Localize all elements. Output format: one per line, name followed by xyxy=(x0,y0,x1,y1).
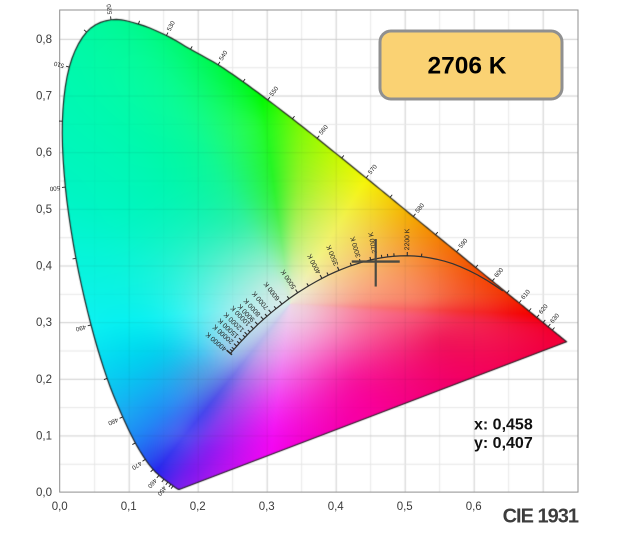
svg-text:0,2: 0,2 xyxy=(190,501,206,513)
svg-text:0,6: 0,6 xyxy=(36,147,52,159)
svg-text:2706 K: 2706 K xyxy=(427,53,506,80)
svg-text:0,4: 0,4 xyxy=(328,501,345,513)
svg-text:3000 K: 3000 K xyxy=(349,235,362,258)
svg-text:0,0: 0,0 xyxy=(36,487,52,499)
svg-text:0,1: 0,1 xyxy=(121,501,137,513)
svg-text:630: 630 xyxy=(549,312,561,325)
svg-text:610: 610 xyxy=(520,288,532,301)
svg-text:580: 580 xyxy=(414,202,426,215)
svg-text:0,0: 0,0 xyxy=(52,501,68,513)
svg-text:510: 510 xyxy=(53,59,65,69)
svg-text:480: 480 xyxy=(106,416,119,427)
svg-text:550: 550 xyxy=(268,85,280,98)
svg-text:0,3: 0,3 xyxy=(259,501,275,513)
svg-text:0,7: 0,7 xyxy=(36,91,52,103)
svg-text:530: 530 xyxy=(166,20,177,33)
svg-text:490: 490 xyxy=(74,323,86,333)
svg-text:5000 K: 5000 K xyxy=(280,268,298,290)
svg-text:2200 K: 2200 K xyxy=(404,228,411,250)
svg-text:3500 K: 3500 K xyxy=(325,243,340,266)
svg-text:y: 0,407: y: 0,407 xyxy=(474,435,533,452)
svg-text:4000 K: 4000 K xyxy=(306,252,322,275)
svg-text:0,6: 0,6 xyxy=(466,501,482,513)
svg-text:570: 570 xyxy=(367,163,379,176)
svg-text:0,8: 0,8 xyxy=(36,34,52,46)
svg-text:0,5: 0,5 xyxy=(36,204,52,216)
svg-text:0,2: 0,2 xyxy=(36,374,52,386)
svg-text:CIE 1931: CIE 1931 xyxy=(503,505,579,527)
svg-text:470: 470 xyxy=(130,459,143,471)
svg-text:540: 540 xyxy=(218,49,230,62)
svg-text:560: 560 xyxy=(318,123,330,136)
svg-text:460: 460 xyxy=(146,477,158,490)
svg-text:520: 520 xyxy=(106,3,114,15)
svg-text:590: 590 xyxy=(457,237,469,250)
svg-text:2700 K: 2700 K xyxy=(368,231,379,254)
svg-text:x: 0,458: x: 0,458 xyxy=(474,417,533,434)
svg-text:0,5: 0,5 xyxy=(397,501,413,513)
svg-text:0,3: 0,3 xyxy=(36,317,52,329)
svg-text:0,4: 0,4 xyxy=(36,261,53,273)
svg-text:6000 K: 6000 K xyxy=(263,280,282,302)
svg-text:500: 500 xyxy=(49,184,61,192)
svg-text:450: 450 xyxy=(155,484,167,497)
svg-text:0,1: 0,1 xyxy=(36,430,52,442)
svg-text:620: 620 xyxy=(538,303,550,316)
svg-text:600: 600 xyxy=(493,266,505,279)
